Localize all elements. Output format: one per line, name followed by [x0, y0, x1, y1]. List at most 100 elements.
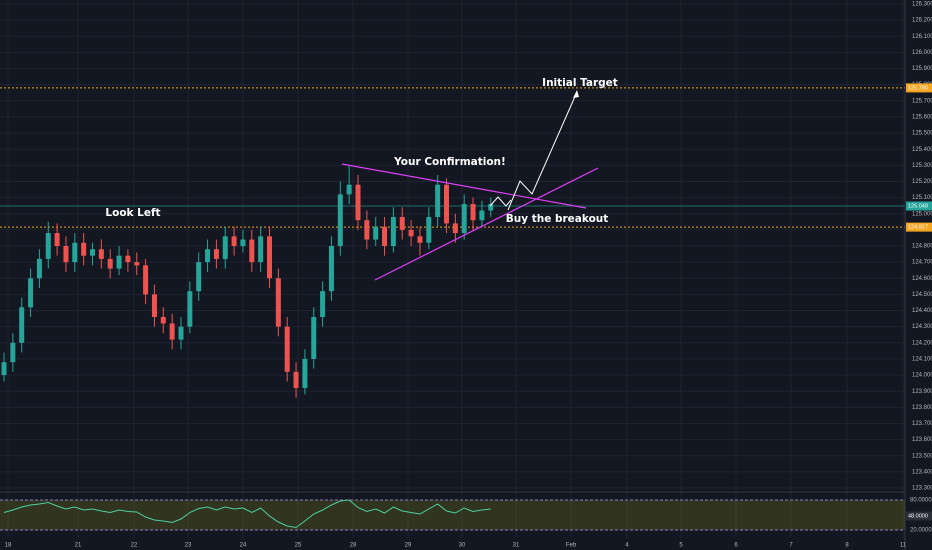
- y-tick-label: 126.100: [912, 34, 932, 40]
- candle-body: [205, 249, 211, 263]
- y-tick-label: 125.700: [912, 98, 932, 104]
- candle-body: [36, 258, 42, 279]
- y-tick-label: 124.300: [912, 324, 932, 330]
- annotation: Buy the breakout: [506, 213, 609, 225]
- price-tag-label: 124.917: [908, 225, 928, 231]
- candle-body: [160, 316, 166, 324]
- y-tick-label: 125.100: [912, 195, 932, 201]
- grid: [0, 0, 905, 538]
- candle-body: [116, 255, 122, 269]
- x-tick-label: 30: [459, 543, 466, 549]
- y-tick-label: 125.500: [912, 131, 932, 137]
- rsi-panel: 80.0000 20.0000 48.0000: [0, 498, 932, 534]
- candle-body: [293, 371, 299, 388]
- rsi-line: [3, 499, 491, 529]
- candle-body: [364, 220, 370, 240]
- x-tick-label: 29: [405, 543, 412, 549]
- plot: [1, 165, 494, 398]
- candle-body: [435, 184, 441, 217]
- candle-body: [311, 316, 317, 359]
- y-tick-label: 125.900: [912, 66, 932, 72]
- candle-body: [178, 326, 184, 340]
- candle-body: [355, 184, 361, 221]
- candle-body: [151, 294, 157, 317]
- candle-body: [346, 184, 352, 195]
- drawings: Look Left Your Confirmation! Initial Tar…: [105, 77, 618, 281]
- candle-body: [488, 204, 494, 211]
- candle-body: [81, 242, 87, 256]
- rsi-level-label: 20.0000: [910, 528, 932, 534]
- y-tick-label: 125.000: [912, 211, 932, 217]
- y-tick-label: 123.500: [912, 453, 932, 459]
- y-tick-label: 125.200: [912, 179, 932, 185]
- x-tick-label: 24: [240, 543, 247, 549]
- x-tick-label: 11: [900, 543, 907, 549]
- candle-body: [373, 226, 379, 240]
- trend-line: [341, 163, 587, 209]
- candle-body: [382, 226, 388, 246]
- candle-body: [10, 342, 16, 363]
- x-tick-label: 23: [185, 543, 192, 549]
- candle-body: [213, 249, 219, 259]
- candle-body: [399, 216, 405, 230]
- candle-body: [302, 358, 308, 388]
- y-tick-label: 123.700: [912, 421, 932, 427]
- x-tick-label: 22: [131, 543, 138, 549]
- y-tick-label: 123.400: [912, 469, 932, 475]
- candle-body: [444, 184, 449, 224]
- price-tag: [906, 201, 932, 211]
- x-tick-label: 8: [845, 543, 849, 549]
- candle-body: [187, 291, 193, 327]
- y-tick-label: 123.300: [912, 486, 932, 492]
- candle-body: [284, 326, 290, 372]
- candle-body: [72, 242, 78, 263]
- candle-body: [63, 246, 69, 263]
- rsi-tag: [906, 511, 932, 521]
- y-tick-label: 125.300: [912, 163, 932, 169]
- candle-body: [417, 236, 423, 243]
- y-tick-label: 126.200: [912, 18, 932, 24]
- candle-body: [45, 233, 51, 259]
- candle-body: [90, 249, 95, 256]
- x-tick-label: 5: [679, 543, 683, 549]
- candle-body: [143, 265, 149, 295]
- annotation: Look Left: [105, 207, 160, 219]
- y-tick-label: 124.400: [912, 308, 932, 314]
- candle-body: [28, 278, 34, 308]
- candle-body: [107, 258, 113, 269]
- candle-body: [125, 255, 131, 263]
- candle-body: [134, 262, 140, 266]
- y-tick-label: 124.700: [912, 260, 932, 266]
- candle-body: [390, 216, 396, 246]
- y-tick-label: 124.200: [912, 340, 932, 346]
- y-tick-label: 126.000: [912, 50, 932, 56]
- candle-body: [196, 262, 202, 292]
- annotation: Initial Target: [542, 77, 618, 89]
- price-tag: [906, 83, 932, 93]
- candle-body: [461, 204, 467, 234]
- candle-body: [408, 229, 414, 237]
- x-tick-label: 28: [350, 543, 357, 549]
- rsi-tag-label: 48.0000: [908, 513, 928, 519]
- price-tag: [906, 222, 932, 232]
- y-tick-label: 124.000: [912, 373, 932, 379]
- candle-body: [169, 323, 175, 340]
- x-tick-label: 31: [513, 543, 520, 549]
- candle-body: [222, 236, 228, 259]
- trend-line: [374, 167, 599, 281]
- rsi-band: [0, 500, 905, 530]
- y-tick-label: 124.600: [912, 276, 932, 282]
- y-tick-label: 125.400: [912, 147, 932, 153]
- candle-body: [249, 239, 255, 263]
- candle-body: [54, 233, 60, 246]
- price-tag-label: 125.780: [908, 85, 928, 91]
- projection-path: [507, 91, 578, 211]
- y-tick-label: 124.800: [912, 244, 932, 250]
- candle-body: [98, 249, 104, 259]
- projection-path: [489, 196, 512, 207]
- y-tick-label: 124.500: [912, 292, 932, 298]
- candle-body: [1, 362, 7, 376]
